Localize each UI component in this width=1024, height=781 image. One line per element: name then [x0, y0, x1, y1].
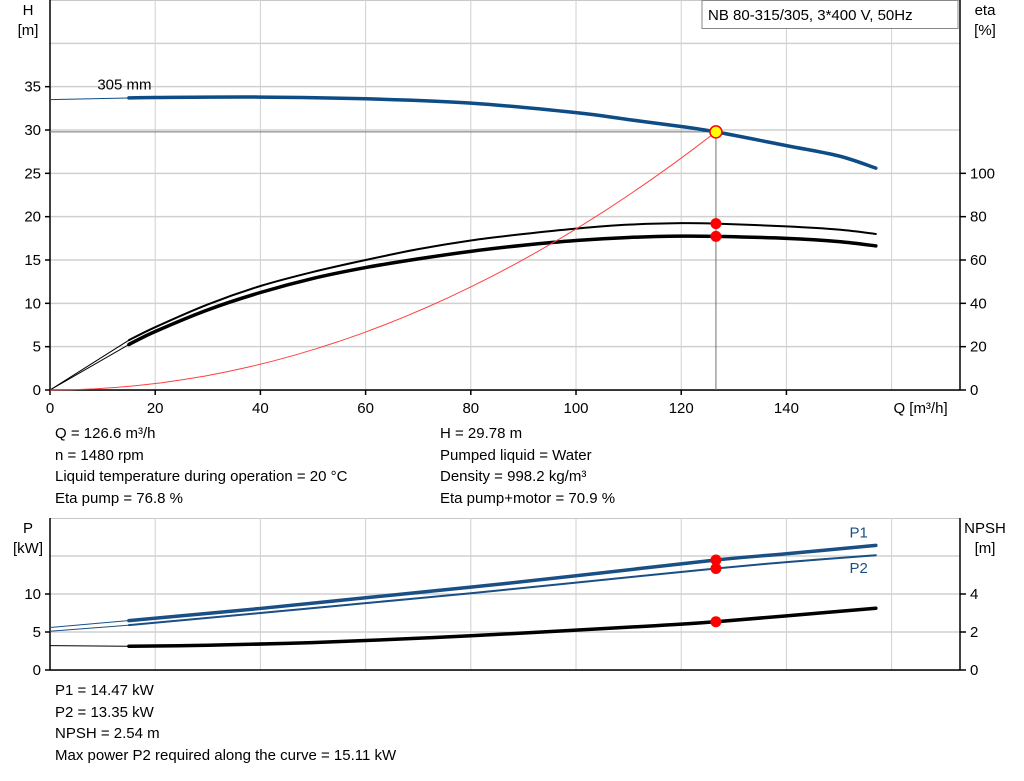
power-operating-marker — [710, 616, 722, 628]
info-flow: Q = 126.6 m³/h — [55, 425, 156, 442]
qh-frame — [49, 0, 961, 391]
qh-x-tick-label: 60 — [357, 400, 374, 417]
qh-left-axis-unit: [m] — [18, 22, 39, 39]
power-left-axis-unit: [kW] — [13, 540, 43, 557]
p1-curve-label: P1 — [849, 524, 867, 541]
npsh-curve — [127, 606, 878, 648]
info-p2: P2 = 13.35 kW — [55, 703, 154, 721]
impeller-diameter-label: 305 mm — [97, 76, 151, 93]
p2-curve-label: P2 — [849, 560, 867, 577]
power-right-tick-label: 2 — [970, 624, 978, 641]
p2-curve-extension — [49, 624, 129, 632]
eta-pump-curve — [127, 222, 877, 342]
info-bottom: P1 = 14.47 kW P2 = 13.35 kW NPSH = 2.54 … — [55, 680, 396, 766]
power-operating-marker — [710, 563, 722, 575]
npsh-curve-extension — [49, 645, 129, 647]
head-curve — [127, 95, 878, 170]
power-left-axis-label: P — [23, 520, 33, 537]
info-eta-pump-motor: Eta pump+motor = 70.9 % — [440, 489, 616, 507]
info-npsh: NPSH = 2.54 m — [55, 725, 160, 742]
power-right-tick-label: 4 — [970, 586, 978, 603]
qh-right-tick-label: 20 — [970, 339, 987, 356]
eta-total-curve — [127, 234, 878, 347]
qh-right-tick-label: 40 — [970, 295, 987, 312]
qh-x-tick-label: 20 — [147, 400, 164, 417]
qh-left-tick-label: 30 — [24, 122, 41, 139]
qh-x-tick-label: 0 — [46, 400, 54, 417]
power-operating-marker — [710, 554, 722, 566]
power-left-tick-label: 10 — [24, 586, 41, 603]
power-right-tick-label: 0 — [970, 662, 978, 679]
qh-left-axis-label: H — [23, 2, 34, 19]
info-p1: P1 = 14.47 kW — [55, 682, 154, 699]
qh-right-tick-label: 80 — [970, 209, 987, 226]
power-right-axis-label: NPSH — [964, 520, 1006, 537]
qh-x-tick-label: 120 — [669, 400, 694, 417]
eta_pump-curve-extension — [49, 339, 130, 391]
info-eta-pump: Eta pump = 76.8 % — [55, 489, 183, 507]
p2-curve — [127, 554, 877, 627]
qh-left-tick-label: 20 — [24, 209, 41, 226]
qh-right-tick-label: 60 — [970, 252, 987, 269]
p1-curve-extension — [49, 620, 129, 628]
head-curve-extension — [49, 97, 129, 101]
qh-left-tick-label: 5 — [33, 339, 41, 356]
power-right-axis-unit: [m] — [975, 540, 996, 557]
p1-curve — [127, 543, 878, 623]
qh-operating-marker — [710, 230, 722, 242]
qh-right-tick-label: 100 — [970, 165, 995, 182]
info-max-power: Max power P2 required along the curve = … — [55, 746, 397, 764]
power-left-tick-label: 5 — [33, 624, 41, 641]
info-head: H = 29.78 m — [440, 425, 523, 442]
qh-operating-marker — [710, 218, 722, 230]
qh-left-tick-label: 25 — [24, 165, 41, 182]
qh-left-tick-label: 15 — [24, 252, 41, 269]
qh-x-tick-label: 140 — [774, 400, 799, 417]
duty-point — [709, 125, 723, 139]
qh-left-tick-label: 35 — [24, 79, 41, 96]
system-curve — [49, 131, 717, 391]
eta_total-curve-extension — [49, 344, 130, 391]
chart-title: NB 80-315/305, 3*400 V, 50Hz — [708, 7, 913, 24]
power-left-tick-label: 0 — [33, 662, 41, 679]
info-density: Density = 998.2 kg/m³ — [440, 468, 587, 485]
qh-x-axis-label: Q [m³/h] — [893, 400, 947, 417]
info-top-left: Q = 126.6 m³/h n = 1480 rpm Liquid tempe… — [55, 423, 347, 509]
info-pumped-liquid: Pumped liquid = Water — [440, 446, 592, 464]
qh-x-tick-label: 80 — [462, 400, 479, 417]
qh-x-tick-label: 100 — [563, 400, 588, 417]
qh-right-axis-label: eta — [975, 2, 997, 19]
qh-right-tick-label: 0 — [970, 382, 978, 399]
info-top-right: H = 29.78 m Pumped liquid = Water Densit… — [440, 423, 615, 509]
qh-x-tick-label: 40 — [252, 400, 269, 417]
info-speed: n = 1480 rpm — [55, 446, 144, 464]
chart-title-box — [701, 0, 959, 29]
qh-left-tick-label: 0 — [33, 382, 41, 399]
qh-right-axis-unit: [%] — [974, 22, 996, 39]
qh-left-tick-label: 10 — [24, 295, 41, 312]
info-liquid-temperature: Liquid temperature during operation = 20… — [55, 468, 348, 485]
